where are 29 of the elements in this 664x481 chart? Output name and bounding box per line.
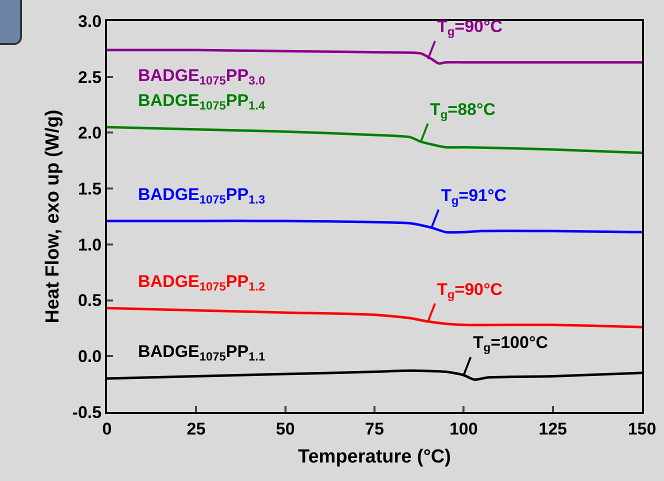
series-label: BADGE$_{1075}$PP$_{1.1}$ xyxy=(138,342,266,364)
x-tick-label: 75 xyxy=(365,419,384,438)
series-label: BADGE$_{1075}$PP$_{1.2}$ xyxy=(138,272,266,294)
x-tick-label: 125 xyxy=(538,419,568,438)
y-axis-title: Heat Flow, exo up (W/g) xyxy=(42,110,64,324)
series-label: BADGE$_{1075}$PP$_{1.4}$ xyxy=(138,91,266,113)
y-tick-label: -0.5 xyxy=(72,402,102,422)
series-label: BADGE$_{1075}$PP$_{1.3}$ xyxy=(138,185,266,207)
line-series xyxy=(107,306,642,328)
annotation: T$_{g}$=90°C xyxy=(437,17,503,39)
y-tick-label: 0.5 xyxy=(78,291,102,310)
annotation: T$_{g}$=88°C xyxy=(430,100,496,122)
annotation: T$_{g}$=90°C xyxy=(437,280,503,302)
y-tick-label: 1.5 xyxy=(78,180,102,199)
x-tick-label: 100 xyxy=(449,419,478,438)
y-tick-label: 2.5 xyxy=(78,68,102,87)
y-tick-label: 1.0 xyxy=(78,235,102,254)
x-tick-label: 50 xyxy=(276,419,295,438)
y-tick-label: 0.0 xyxy=(78,347,102,366)
x-tick-label: 150 xyxy=(628,419,656,438)
series-label: BADGE$_{1075}$PP$_{3.0}$ xyxy=(138,66,266,88)
line-series xyxy=(107,126,642,154)
y-tick-label: 3.0 xyxy=(78,12,102,31)
x-tick-label: 25 xyxy=(186,419,206,438)
x-tick-label: 0 xyxy=(102,419,112,438)
annotation: T$_{g}$=100°C xyxy=(473,333,548,355)
y-tick-label: 2.0 xyxy=(78,124,102,143)
x-axis-title: Temperature (°C) xyxy=(298,446,451,468)
annotation: T$_{g}$=91°C xyxy=(441,186,507,208)
